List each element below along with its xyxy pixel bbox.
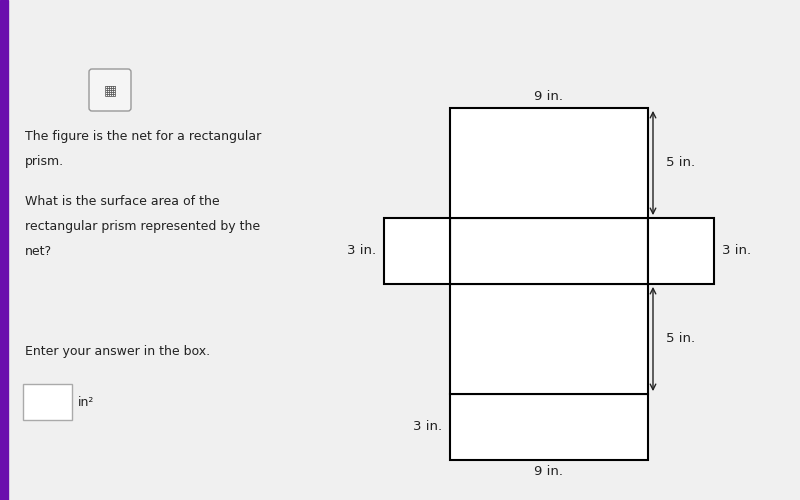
Text: 5 in.: 5 in. [666,332,695,345]
Text: 3 in.: 3 in. [722,244,751,258]
FancyBboxPatch shape [89,69,131,111]
Text: ▦: ▦ [103,83,117,97]
Bar [384,218,450,284]
Text: in²: in² [78,396,94,408]
Text: 5 in.: 5 in. [666,156,695,170]
Text: 9 in.: 9 in. [534,90,563,103]
Bar [450,218,648,284]
Text: The figure is the net for a rectangular: The figure is the net for a rectangular [25,130,262,143]
FancyBboxPatch shape [23,384,72,420]
Bar [450,108,648,218]
Text: prism.: prism. [25,155,64,168]
Text: 3 in.: 3 in. [347,244,376,258]
Text: net?: net? [25,245,52,258]
Bar [648,218,714,284]
Bar [450,394,648,460]
Text: rectangular prism represented by the: rectangular prism represented by the [25,220,260,233]
Bar [0,0,8,500]
Text: What is the surface area of the: What is the surface area of the [25,195,220,208]
Text: Enter your answer in the box.: Enter your answer in the box. [25,345,210,358]
Text: 3 in.: 3 in. [413,420,442,434]
Text: 9 in.: 9 in. [534,465,563,478]
Bar [450,284,648,394]
